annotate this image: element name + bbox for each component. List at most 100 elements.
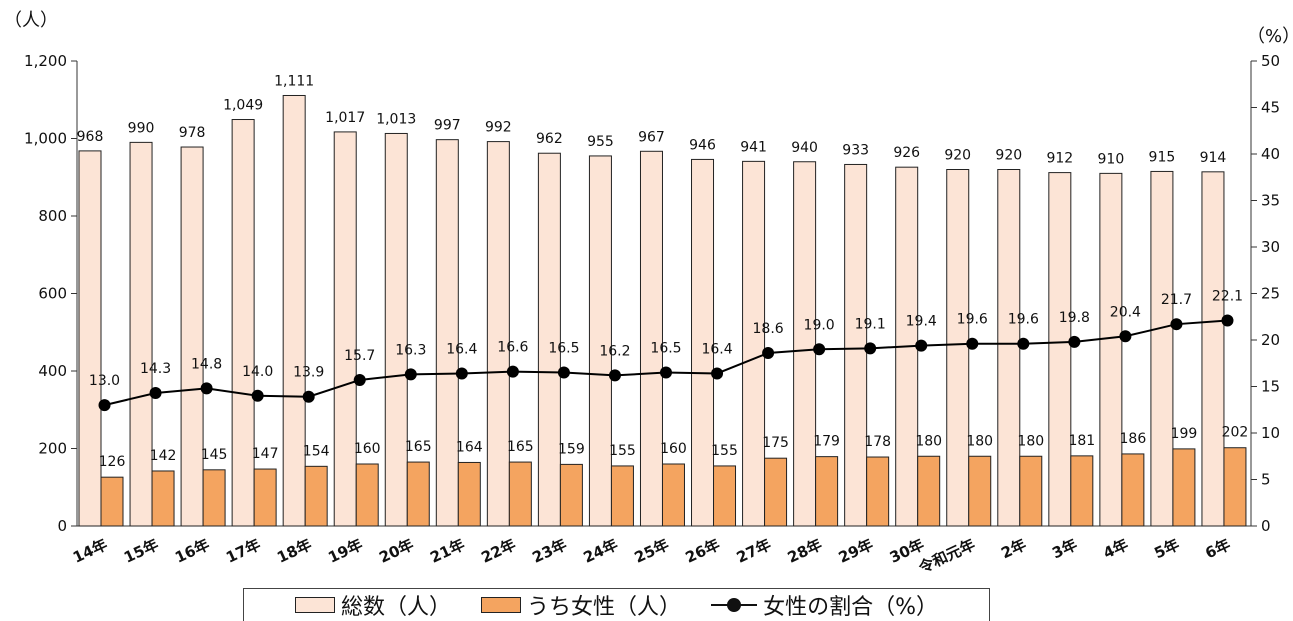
bar-total [333,131,357,527]
chart-canvas: 0 200 400 600 800 1,000 1,200 0 5 10 15 20 25 30 35 40 4… [24,52,1280,577]
bar-women [1070,455,1094,527]
bar-women-label: 159 [558,441,585,457]
ratio-label: 16.4 [701,341,732,357]
ratio-label: 14.3 [140,361,171,377]
ratio-label: 16.5 [650,341,681,357]
right-tick-label: 0 [1261,517,1271,535]
bar-women-label: 164 [456,439,483,455]
bar-women [253,468,277,527]
ratio-point [302,390,315,403]
bar-women-label: 178 [864,434,891,450]
x-tick-label: 19年 [325,535,365,566]
right-tick-label: 20 [1261,331,1280,349]
ratio-label: 16.2 [599,343,630,359]
bar-total-label: 926 [893,145,920,161]
right-tick-label: 40 [1261,145,1280,163]
x-tick-label: 28年 [785,535,825,566]
ratio-point [966,337,979,350]
ratio-label: 16.6 [497,340,528,356]
bar-total-label: 997 [434,118,461,134]
ratio-label: 14.8 [191,356,222,372]
bar-women-label: 180 [1017,433,1044,449]
bar-total [793,161,817,527]
x-tick-label: 3年 [1049,535,1080,562]
bar-total [1048,172,1072,527]
ratio-point [915,339,928,352]
bar-total-label: 940 [791,140,818,156]
bar-total [997,169,1021,527]
legend-swatch-women [481,597,522,613]
bar-total-label: 914 [1200,150,1227,166]
ratio-point [762,347,775,360]
ratio-point [200,382,213,395]
bar-total [946,169,970,527]
bar-women-label: 175 [762,435,789,451]
bar-total-label: 1,013 [376,111,416,127]
bar-total-label: 1,111 [274,73,314,89]
ratio-point [1119,330,1132,343]
bar-total-label: 920 [944,148,971,164]
x-tick-label: 15年 [121,535,161,566]
ratio-label: 19.1 [855,316,886,332]
bar-total-label: 1,017 [325,110,365,126]
left-tick-label: 600 [38,285,67,303]
left-tick-label: 400 [38,362,67,380]
bar-total [1201,171,1225,527]
bar-women-label: 165 [507,439,534,455]
bar-women-label: 199 [1171,426,1198,442]
bar-total [844,163,868,527]
legend-swatch-ratio [711,598,758,612]
ratio-label: 15.7 [344,348,375,364]
ratio-point [1170,318,1183,331]
bar-women [304,465,328,527]
ratio-point [506,365,519,378]
bar-women-label: 145 [201,447,228,463]
ratio-label: 14.0 [242,364,273,380]
bar-women [610,465,634,527]
x-tick-label: 21年 [427,535,467,566]
legend-item-women: うち女性（人） [481,589,681,621]
left-tick-label: 800 [38,207,67,225]
x-tick-label: 25年 [632,535,672,566]
bar-women [917,455,941,527]
left-tick-label: 200 [38,440,67,458]
bar-total-label: 978 [179,125,206,141]
ratio-point [149,387,162,400]
bar-total [486,141,510,527]
bar-women-label: 126 [99,454,126,470]
ratio-label: 19.4 [906,314,937,330]
bar-total-label: 1,049 [223,98,263,114]
ratio-label: 13.9 [293,365,324,381]
bar-total [384,132,408,527]
x-tick-label: 20年 [376,535,416,566]
right-tick-label: 10 [1261,424,1280,442]
bar-women [1172,448,1196,527]
bar-total [691,158,715,527]
bar-women-label: 160 [354,441,381,457]
bar-women-label: 155 [609,443,636,459]
bar-women [151,470,175,527]
bar-total-label: 941 [740,139,767,155]
bar-women [1223,447,1247,527]
legend-label-ratio: 女性の割合（%） [763,595,938,620]
right-tick-label: 15 [1261,378,1280,396]
left-tick-label: 1,200 [24,52,67,70]
bar-total [588,155,612,527]
ratio-point [98,399,111,412]
bar-women [100,476,124,527]
legend: 総数（人） うち女性（人） 女性の割合（%） [243,588,990,621]
bar-women-label: 155 [711,443,738,459]
ratio-point [813,343,826,356]
x-tick-label: 27年 [734,535,774,566]
x-tick-label: 29年 [836,535,876,566]
ratio-point [353,373,366,386]
x-tick-label: 17年 [223,535,263,566]
bar-women [355,463,379,527]
bar-total [78,150,102,527]
legend-item-total: 総数（人） [295,589,451,621]
bar-women-label: 160 [660,441,687,457]
bar-total-label: 968 [77,129,104,145]
x-tick-label: 14年 [70,535,110,566]
bar-total-label: 915 [1149,149,1176,165]
right-tick-label: 35 [1261,192,1280,210]
